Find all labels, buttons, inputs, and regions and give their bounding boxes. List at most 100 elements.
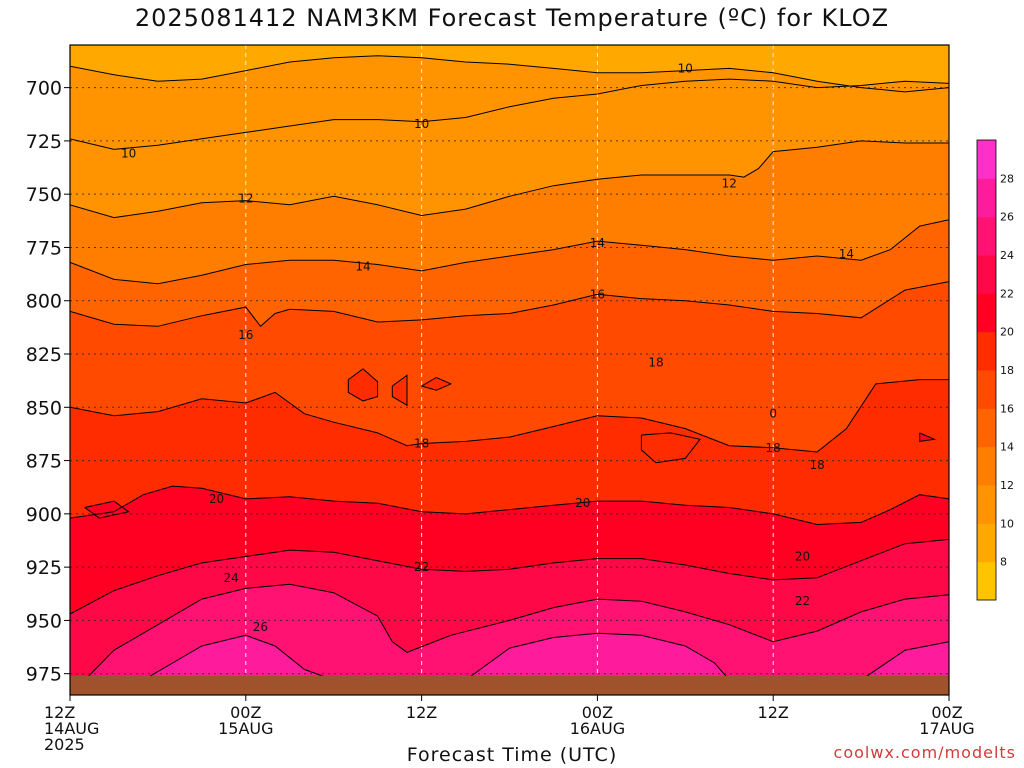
contour-label-4: 12	[722, 177, 737, 191]
colorbar-segment-6	[977, 331, 996, 371]
y-tick-label-800: 800	[26, 291, 62, 313]
contour-16-4	[70, 281, 949, 328]
contour-label-16: 20	[795, 549, 810, 563]
colorbar-label-14: 14	[1000, 441, 1014, 454]
colorbar-label-18: 18	[1000, 364, 1014, 377]
y-axis: 700 725 750 775 800 825 850 875 900 925 950 975	[26, 78, 70, 686]
band-cold-cap	[70, 45, 451, 82]
x-tick-label-36-0: 00Z	[582, 703, 613, 722]
y-tick-label-750: 750	[26, 184, 62, 206]
contour-22-7	[70, 538, 949, 615]
colorbar-label-16: 16	[1000, 402, 1014, 415]
colorbar-segment-3	[977, 446, 996, 486]
contour-label-15: 20	[575, 496, 590, 510]
x-tick-label-36-1: 16AUG	[570, 719, 625, 738]
contour-label-14: 20	[209, 492, 224, 506]
colorbar-segment-2	[977, 485, 996, 524]
contour-label-18: 22	[795, 594, 810, 608]
contour-20-6	[70, 485, 949, 526]
contour-18-14	[421, 376, 453, 391]
y-tick-label-700: 700	[26, 78, 62, 100]
colorbar: 8 10 12 14 16 18 20 22 24 26 28	[976, 139, 1014, 601]
contour-10-1	[70, 78, 949, 150]
contour-label-2: 10	[121, 147, 136, 161]
y-tick-label-875: 875	[26, 451, 62, 473]
colorbar-label-26: 26	[1000, 211, 1014, 224]
x-tick-label-0-0: 12Z	[44, 703, 75, 722]
colorbar-label-8: 8	[1000, 556, 1007, 569]
contour-label-11: 18	[414, 437, 429, 451]
x-tick-label-48-0: 12Z	[758, 703, 789, 722]
x-tick-label-60-1: 17AUG	[919, 719, 974, 738]
colorbar-label-24: 24	[1000, 249, 1014, 262]
contour-label-21: 0	[769, 407, 777, 421]
colorbar-frame	[976, 139, 997, 601]
contour-label-10: 18	[648, 356, 663, 370]
pocket-18	[392, 375, 407, 406]
grid-lines	[69, 45, 950, 695]
colorbar-segment-5	[977, 370, 996, 409]
contour-label-5: 14	[590, 236, 605, 250]
contour-label-20: 26	[253, 620, 268, 634]
y-tick-label-775: 775	[26, 237, 62, 259]
y-tick-label-825: 825	[26, 344, 62, 366]
y-tick-label-950: 950	[26, 610, 62, 632]
contour-label-17: 22	[414, 560, 429, 574]
pocket-18	[641, 432, 700, 463]
contour-label-8: 16	[590, 287, 605, 301]
contour-20-16	[919, 432, 937, 442]
temperature-bands	[70, 45, 949, 695]
contour-label-13: 18	[766, 441, 781, 455]
contour-label-12: 18	[810, 458, 825, 472]
colorbar-segment-7	[977, 293, 996, 333]
colorbar-label-28: 28	[1000, 172, 1014, 185]
plot-frame	[69, 44, 950, 696]
contour-label-1: 10	[414, 117, 429, 131]
colorbar-segment-1	[977, 523, 996, 563]
contour-20-17	[84, 500, 130, 519]
colorbar-segment-9	[977, 216, 996, 256]
y-tick-label-975: 975	[26, 664, 62, 686]
contour-label-0: 10	[678, 61, 693, 75]
credit-text: coolwx.com/modelts	[833, 743, 1016, 762]
contour-label-19: 24	[224, 571, 239, 585]
y-tick-label-900: 900	[26, 504, 62, 526]
contour-label-7: 14	[839, 247, 854, 261]
x-tick-label-24-0: 12Z	[406, 703, 437, 722]
colorbar-label-10: 10	[1000, 517, 1014, 530]
colorbar-segment-11	[977, 140, 996, 179]
y-tick-label-925: 925	[26, 557, 62, 579]
x-tick-label-0-1: 14AUG	[44, 719, 99, 738]
contour-10-0	[70, 55, 949, 93]
contour-24-8	[84, 583, 949, 681]
contour-label-3: 12	[238, 191, 253, 205]
contour-18-12	[347, 368, 379, 402]
contour-lines	[70, 55, 949, 681]
contour-26-11	[860, 641, 949, 681]
contour-18-5	[70, 379, 949, 453]
contour-label-9: 16	[238, 328, 253, 342]
pocket-26	[143, 635, 334, 681]
colorbar-segment-8	[977, 255, 996, 294]
contour-12-2	[70, 140, 949, 219]
contour-18-13	[391, 374, 408, 407]
contour-label-6: 14	[355, 260, 370, 274]
pocket-18	[348, 368, 378, 401]
y-tick-label-725: 725	[26, 131, 62, 153]
contour-26-10	[465, 632, 730, 681]
x-tick-label-12-1: 15AUG	[218, 719, 273, 738]
ground-layer	[70, 675, 949, 695]
x-tick-label-60-0: 00Z	[931, 703, 962, 722]
contour-14-3	[70, 219, 949, 285]
chart-title: 2025081412 NAM3KM Forecast Temperature (…	[134, 4, 890, 32]
colorbar-segment-10	[977, 178, 996, 218]
x-tick-label-0-2: 2025	[44, 735, 85, 754]
contour-18-15	[640, 432, 701, 464]
contour-labels: 10 10 10 12 12 14 14 14 16 16 18 18 18 18 20 20 20 22 22 24…	[121, 61, 854, 633]
colorbar-label-22: 22	[1000, 287, 1014, 300]
colorbar-segment-4	[977, 408, 996, 448]
colorbar-segment-0	[977, 561, 996, 601]
contour-26-9	[143, 634, 334, 681]
